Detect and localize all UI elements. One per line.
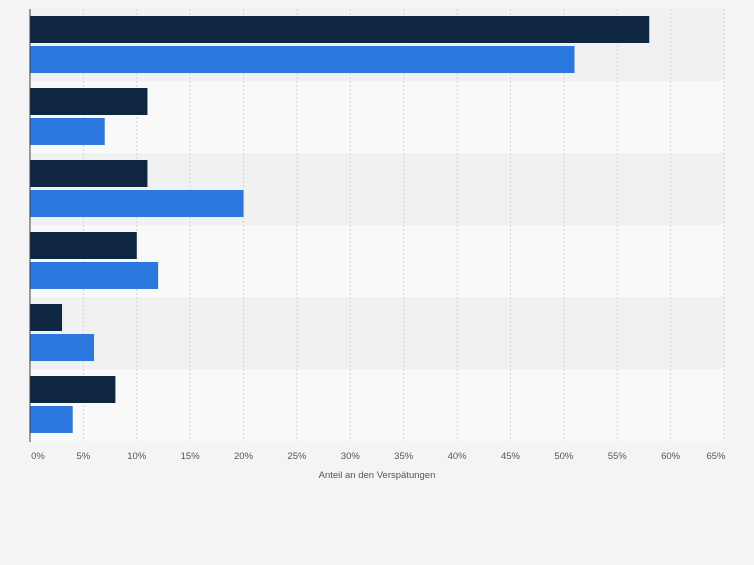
bar-series-1-category-5[interactable] (30, 304, 63, 331)
x-tick-label-0: 0% (31, 451, 45, 462)
bar-series-2-category-6[interactable] (30, 406, 73, 433)
x-tick-label-5: 5% (77, 451, 91, 462)
bar-series-1-category-2[interactable] (30, 88, 148, 115)
x-tick-label-25: 25% (287, 451, 307, 462)
x-tick-label-10: 10% (127, 451, 147, 462)
bars (30, 16, 650, 433)
bar-series-2-category-4[interactable] (30, 262, 159, 289)
category-band-5 (30, 369, 724, 441)
category-band-4 (30, 297, 724, 369)
x-tick-label-15: 15% (181, 451, 201, 462)
x-tick-label-45: 45% (501, 451, 521, 462)
x-tick-label-60: 60% (661, 451, 681, 462)
x-tick-label-55: 55% (608, 451, 628, 462)
bar-series-2-category-1[interactable] (30, 46, 575, 73)
bar-series-1-category-4[interactable] (30, 232, 137, 259)
gridlines (82, 9, 725, 442)
category-bands (30, 9, 724, 441)
x-tick-label-50: 50% (554, 451, 574, 462)
x-axis-title: Anteil an den Verspätungen (319, 470, 436, 481)
x-tick-label-35: 35% (394, 451, 414, 462)
x-tick-label-40: 40% (448, 451, 468, 462)
bar-series-2-category-2[interactable] (30, 118, 105, 145)
bar-series-1-category-3[interactable] (30, 160, 148, 187)
bar-series-2-category-3[interactable] (30, 190, 244, 217)
bar-series-2-category-5[interactable] (30, 334, 95, 361)
bar-series-1-category-1[interactable] (30, 16, 650, 43)
x-tick-label-20: 20% (234, 451, 254, 462)
x-tick-label-65: 65% (706, 451, 726, 462)
x-axis-tick-labels: 0% 5% 10% 15% 20% 25% 30% 35% 40% 45% 50% 55% 60% 65% (31, 451, 726, 462)
bar-series-1-category-6[interactable] (30, 376, 116, 403)
x-tick-label-30: 30% (341, 451, 361, 462)
